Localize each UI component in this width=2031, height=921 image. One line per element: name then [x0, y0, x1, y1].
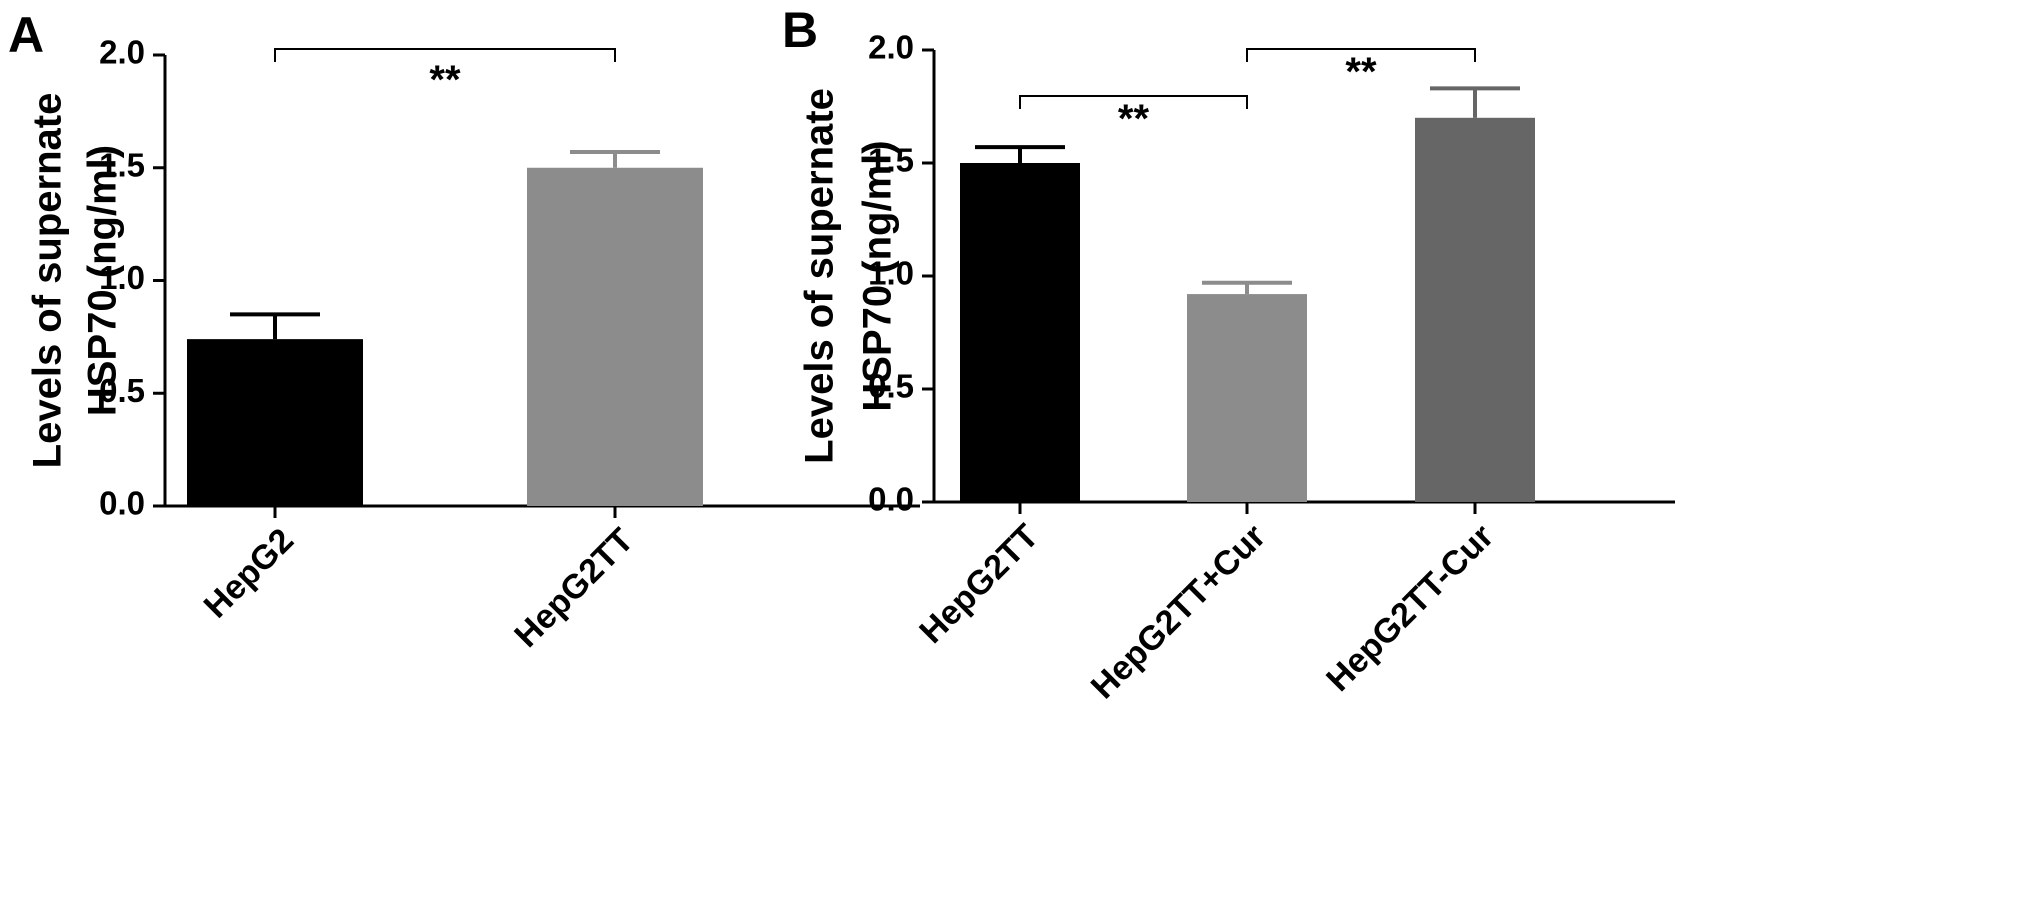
panel-letter: A [8, 7, 44, 63]
y-axis-title: Levels of supernate [798, 88, 842, 464]
y-tick-label: 0.5 [868, 368, 914, 405]
panel-b: B Levels of supernate HSP70 (ng/ml) 0.0 0.5 1… [782, 2, 1675, 706]
y-tick-label: 0.0 [868, 481, 914, 518]
significance-bracket [274, 48, 616, 62]
significance-bracket [1246, 48, 1476, 62]
y-axis-title: HSP70 (ng/ml) [856, 140, 900, 411]
x-tick-label: HepG2TT-Cur [1319, 517, 1501, 699]
x-tick-label: HepG2TT+Cur [1084, 517, 1273, 706]
y-tick-label: 1.5 [99, 146, 145, 183]
y-tick-label: 0.0 [99, 485, 145, 522]
y-tick-label: 0.5 [99, 372, 145, 409]
y-tick-label: 1.0 [99, 259, 145, 296]
bar [187, 339, 363, 506]
y-tick-label: 1.0 [868, 255, 914, 292]
x-tick-label: HepG2 [197, 521, 301, 625]
y-axis-title: Levels of supernate [26, 93, 70, 469]
panel-letter: B [782, 2, 818, 58]
bar [1187, 294, 1307, 502]
significance-label: ** [1118, 97, 1150, 141]
bar [960, 163, 1080, 502]
y-tick-label: 2.0 [99, 34, 145, 71]
significance-label: ** [429, 58, 461, 102]
y-tick-label: 2.0 [868, 29, 914, 66]
bar [1415, 117, 1535, 503]
significance-label: ** [1345, 50, 1377, 94]
x-tick-label: HepG2TT [912, 517, 1046, 651]
x-tick-label: HepG2TT [507, 521, 641, 655]
bar [527, 167, 703, 506]
y-axis-title: HSP70 (ng/ml) [81, 145, 125, 416]
significance-bracket [1019, 95, 1248, 109]
y-tick-label: 1.5 [868, 142, 914, 179]
